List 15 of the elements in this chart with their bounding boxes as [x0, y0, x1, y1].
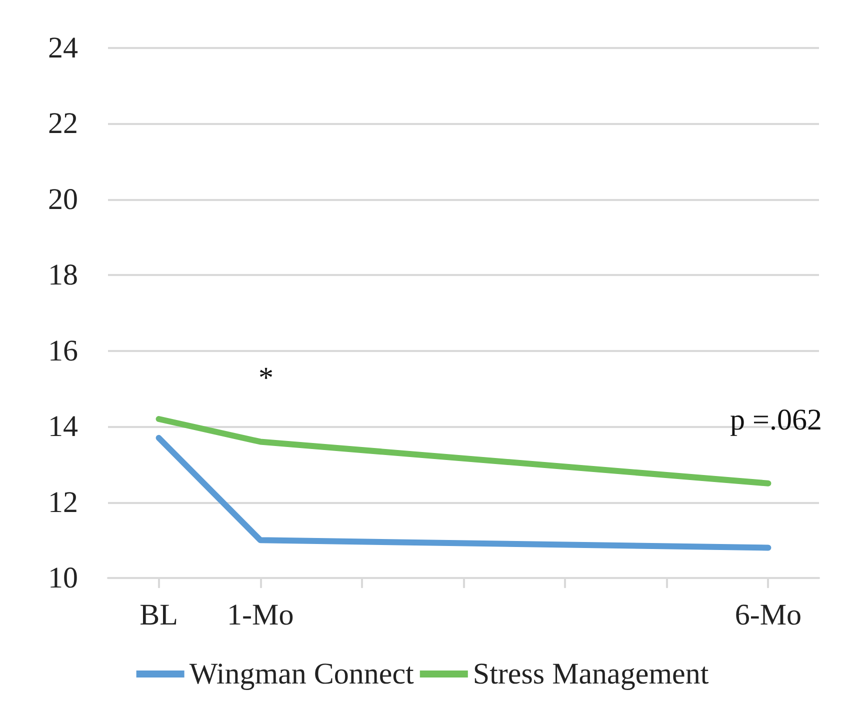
y-tick-label: 24 [48, 32, 78, 64]
y-tick-label: 22 [48, 107, 78, 140]
annotation: p =.062 [730, 404, 822, 436]
y-tick-label: 12 [48, 486, 78, 519]
x-tick-label: 6-Mo [734, 598, 802, 632]
legend-label: Wingman Connect [189, 658, 415, 690]
y-tick-label: 10 [48, 562, 78, 594]
y-tick-label: 16 [48, 334, 78, 368]
annotation: * [258, 362, 274, 394]
legend-label: Stress Management [472, 658, 710, 690]
y-tick-label: 14 [48, 410, 78, 444]
y-tick-label: 18 [48, 258, 78, 292]
x-tick-label: 1-Mo [227, 598, 294, 632]
x-tick-label: BL [140, 598, 178, 632]
y-tick-label: 20 [48, 182, 78, 216]
